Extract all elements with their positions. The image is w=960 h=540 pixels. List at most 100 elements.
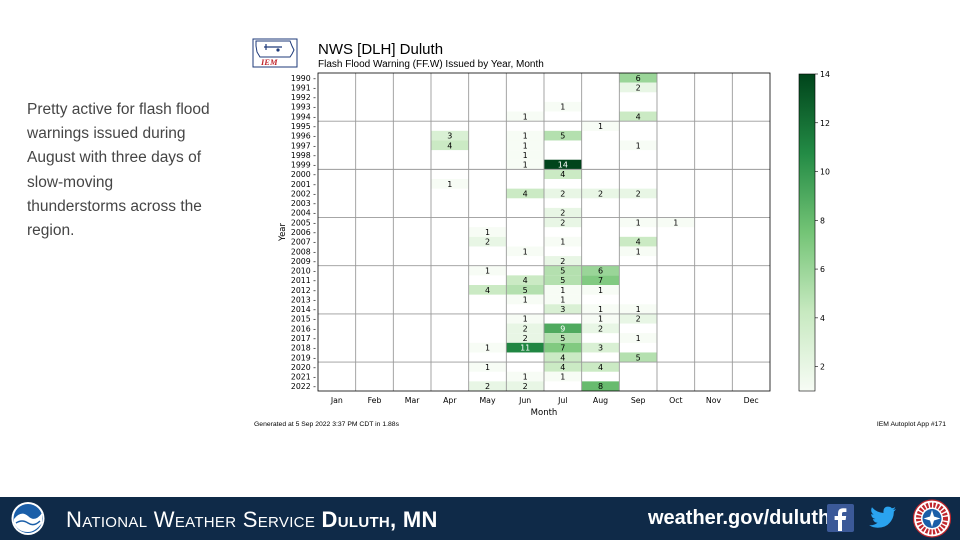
cell-value-label: 2 <box>598 189 603 198</box>
y-tick-label: 1999 - <box>291 161 316 170</box>
cell-value-label: 2 <box>598 324 603 333</box>
heatmap-cell <box>581 275 620 285</box>
cell-value-label: 1 <box>560 295 565 304</box>
cell-value-label: 6 <box>598 267 603 276</box>
heatmap-cell <box>544 342 582 353</box>
y-tick-label: 2022 - <box>291 382 316 391</box>
cell-value-label: 1 <box>447 180 452 189</box>
app-note: IEM Autoplot App #171 <box>876 421 946 428</box>
x-tick-label: Jul <box>557 396 567 405</box>
heatmap-cell <box>506 285 544 295</box>
heatmap-cell <box>619 111 657 122</box>
heatmap-cell <box>619 140 657 151</box>
heatmap-cell <box>619 82 657 93</box>
generated-note: Generated at 5 Sep 2022 3:37 PM CDT in 1… <box>254 421 399 428</box>
colorbar-frame <box>798 73 816 392</box>
cell-value-label: 4 <box>636 112 641 121</box>
x-tick-label: Jan <box>330 396 343 405</box>
cell-value-label: 5 <box>560 267 565 276</box>
x-axis-label: Month <box>531 408 558 418</box>
heatmap-cell <box>506 246 544 257</box>
y-tick-label: 1991 - <box>291 83 316 92</box>
heatmap-cell <box>544 130 582 141</box>
description-line: region. <box>27 222 75 240</box>
y-tick-label: 2009 - <box>291 257 316 266</box>
cell-value-label: 1 <box>485 267 490 276</box>
heatmap-cell <box>544 371 582 382</box>
heatmap-cell <box>468 265 507 276</box>
heatmap-cell <box>506 313 544 324</box>
cell-value-label: 2 <box>560 189 565 198</box>
cell-value-label: 1 <box>523 315 528 324</box>
cell-value-label: 1 <box>523 247 528 256</box>
x-tick-label: Jun <box>518 396 531 405</box>
footer-title-office: Duluth, MN <box>321 507 438 532</box>
footer-url[interactable]: weather.gov/duluth <box>648 507 831 529</box>
heatmap-cell <box>619 188 657 199</box>
heatmap-cell <box>619 313 657 324</box>
cell-value-label: 5 <box>560 334 565 343</box>
y-tick-label: 1994 - <box>291 112 316 121</box>
heatmap-cell <box>544 265 582 276</box>
heatmap-cell <box>619 73 657 83</box>
heatmap-cell <box>468 236 507 247</box>
y-tick-label: 2000 - <box>291 170 316 179</box>
cell-value-label: 3 <box>598 344 603 353</box>
cell-value-label: 1 <box>598 286 603 295</box>
colorbar-tick-label: 6 <box>820 265 825 274</box>
heatmap-cell <box>544 207 582 218</box>
cell-value-label: 2 <box>560 209 565 218</box>
heatmap-cell <box>506 140 544 151</box>
y-tick-label: 2017 - <box>291 334 316 343</box>
x-tick-label: May <box>479 396 496 405</box>
twitter-icon[interactable] <box>866 503 898 533</box>
cell-value-label: 1 <box>636 305 641 314</box>
x-tick-label: Mar <box>405 396 421 405</box>
chart-subtitle: Flash Flood Warning (FF.W) Issued by Yea… <box>318 59 544 70</box>
y-tick-label: 2019 - <box>291 353 316 362</box>
heatmap-cell <box>619 236 657 247</box>
heatmap-cell <box>619 246 657 257</box>
colorbar <box>799 74 815 391</box>
cell-value-label: 4 <box>560 363 565 372</box>
cell-value-label: 9 <box>560 324 565 333</box>
cell-value-label: 4 <box>560 170 565 179</box>
cell-value-label: 1 <box>485 228 490 237</box>
x-tick-label: Oct <box>669 396 682 405</box>
cell-value-label: 2 <box>485 238 490 247</box>
cell-value-label: 4 <box>523 276 528 285</box>
y-tick-label: 2004 - <box>291 209 316 218</box>
heatmap-cell <box>468 362 507 372</box>
cell-value-label: 1 <box>560 286 565 295</box>
cell-value-label: 1 <box>523 295 528 304</box>
heatmap-cell <box>544 323 582 334</box>
facebook-icon[interactable] <box>827 504 854 532</box>
heatmap-cell <box>544 333 582 343</box>
heatmap-cell <box>544 275 582 285</box>
cell-value-label: 1 <box>636 334 641 343</box>
description-line: slow-moving <box>27 173 114 191</box>
heatmap-cell <box>544 304 582 314</box>
cell-value-label: 8 <box>598 382 603 391</box>
cell-value-label: 5 <box>560 276 565 285</box>
y-axis-label: Year <box>278 222 288 242</box>
cell-value-label: 1 <box>598 305 603 314</box>
heatmap-cell <box>544 362 582 372</box>
cell-value-label: 5 <box>560 132 565 141</box>
colorbar-tick-label: 10 <box>820 168 830 177</box>
x-tick-label: Apr <box>443 396 457 405</box>
y-tick-label: 1992 - <box>291 93 316 102</box>
cell-value-label: 1 <box>523 141 528 150</box>
heatmap-cell <box>581 304 620 314</box>
cell-value-label: 1 <box>598 315 603 324</box>
heatmap-cell <box>506 333 544 343</box>
heatmap-cell <box>506 150 544 160</box>
cell-value-label: 1 <box>636 141 641 150</box>
heatmap-cell <box>468 227 507 237</box>
y-tick-label: 2001 - <box>291 180 316 189</box>
heatmap-cell <box>431 130 469 141</box>
cell-value-label: 11 <box>520 344 530 353</box>
cell-value-label: 1 <box>560 103 565 112</box>
cell-value-label: 2 <box>560 218 565 227</box>
footer-banner: National Weather Service Duluth, MN weat… <box>0 497 960 540</box>
